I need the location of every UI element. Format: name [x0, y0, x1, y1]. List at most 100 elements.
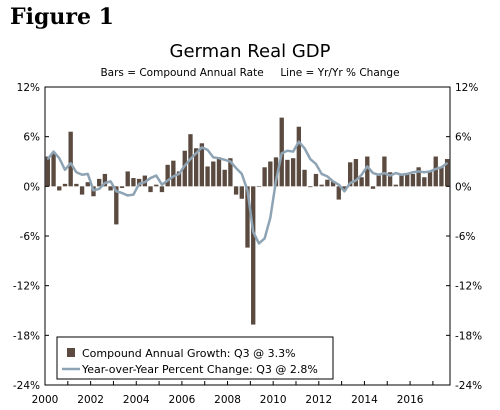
- yoy-point: [189, 158, 192, 160]
- yoy-point: [269, 216, 272, 219]
- yoy-point: [263, 237, 266, 240]
- gdp-bar: [102, 173, 108, 187]
- yoy-point: [434, 168, 437, 170]
- y-tick-label-right: 0%: [455, 181, 472, 193]
- x-tick-label: 2000: [32, 394, 59, 406]
- yoy-point: [64, 168, 66, 171]
- x-tick-label: 2006: [169, 394, 196, 406]
- gdp-bar: [262, 167, 267, 187]
- yoy-point: [201, 146, 203, 149]
- gdp-bar: [74, 183, 79, 187]
- y-tick-label-right: 12%: [455, 82, 478, 94]
- gdp-bar: [353, 159, 359, 187]
- gdp-bar: [222, 169, 227, 187]
- gdp-bar: [51, 153, 56, 187]
- yoy-point: [98, 188, 100, 190]
- yoy-point: [115, 190, 118, 193]
- yoy-point: [252, 231, 254, 233]
- y-tick-label-left: 6%: [23, 132, 40, 144]
- yoy-point: [241, 173, 243, 175]
- x-tick-label: 2014: [351, 394, 378, 406]
- gdp-bar: [171, 160, 176, 187]
- yoy-point: [246, 189, 249, 192]
- gdp-bar: [108, 186, 113, 191]
- yoy-point: [161, 183, 163, 186]
- gdp-bar: [336, 186, 341, 200]
- yoy-point: [337, 183, 340, 186]
- y-tick-label-right: 6%: [455, 132, 472, 144]
- gdp-bar: [233, 186, 239, 195]
- yoy-point: [155, 174, 158, 177]
- yoy-point: [69, 162, 72, 164]
- yoy-point: [121, 192, 123, 194]
- gdp-bar: [365, 156, 370, 187]
- y-tick-label-right: -12%: [455, 281, 482, 293]
- gdp-bar: [330, 181, 336, 187]
- y-tick-label-left: -12%: [13, 281, 40, 293]
- yoy-point: [395, 172, 397, 174]
- gdp-bar: [216, 157, 222, 187]
- yoy-point: [178, 173, 180, 175]
- gdp-bar: [296, 126, 302, 187]
- x-tick-label: 2004: [123, 394, 150, 406]
- gdp-bar: [119, 186, 125, 188]
- yoy-point: [149, 177, 152, 179]
- gdp-bar: [416, 167, 421, 187]
- yoy-point: [349, 182, 351, 184]
- y-tick-label-right: -24%: [455, 380, 482, 392]
- figure-label: Figure 1: [10, 4, 114, 30]
- gdp-bar: [79, 186, 85, 195]
- yoy-point: [218, 157, 220, 159]
- legend-box: [56, 336, 334, 380]
- y-tick-label-left: 12%: [17, 82, 40, 94]
- x-tick-label: 2002: [77, 394, 104, 406]
- yoy-point: [235, 167, 237, 169]
- chart-title: German Real GDP: [170, 41, 331, 62]
- legend-line-label: Year-over-Year Percent Change: Q3 @ 2.8%: [81, 363, 318, 376]
- gdp-bar: [422, 177, 427, 187]
- gdp-bar: [393, 184, 398, 187]
- yoy-point: [109, 180, 112, 183]
- yoy-point: [275, 179, 277, 182]
- yoy-point: [400, 173, 403, 176]
- y-tick-label-right: -6%: [455, 231, 475, 243]
- yoy-point: [372, 172, 374, 174]
- yoy-point: [309, 158, 312, 160]
- yoy-point: [206, 149, 209, 151]
- gdp-bar: [433, 156, 438, 187]
- yoy-point: [81, 173, 83, 176]
- plot-area: [45, 117, 450, 325]
- yoy-point: [92, 189, 95, 192]
- yoy-point: [429, 170, 431, 173]
- legend-bar-label: Compound Annual Growth: Q3 @ 3.3%: [82, 347, 296, 360]
- yoy-point: [292, 150, 294, 153]
- gdp-bar: [68, 131, 73, 187]
- yoy-point: [138, 183, 140, 185]
- yoy-point: [303, 147, 306, 150]
- yoy-point: [195, 152, 197, 155]
- gdp-bar: [444, 159, 450, 187]
- yoy-point: [258, 242, 260, 245]
- gdp-bar: [439, 166, 444, 187]
- yoy-point: [223, 159, 226, 161]
- y-tick-label-right: -18%: [455, 330, 482, 342]
- gdp-bar: [176, 171, 182, 187]
- gdp-bar: [154, 184, 159, 187]
- yoy-point: [446, 162, 448, 164]
- gdp-bar: [131, 178, 136, 187]
- x-tick-label: 2016: [397, 394, 424, 406]
- gdp-bar: [256, 186, 262, 187]
- y-tick-label-left: -18%: [13, 330, 40, 342]
- gdp-bar: [245, 186, 250, 248]
- y-tick-label-left: -6%: [20, 231, 40, 243]
- gdp-bar: [319, 184, 324, 187]
- gdp-bar: [342, 186, 347, 191]
- gdp-bar: [62, 183, 68, 187]
- yoy-point: [104, 182, 106, 184]
- gdp-bar: [302, 169, 307, 187]
- yoy-point: [47, 158, 49, 160]
- yoy-point: [332, 180, 334, 183]
- gdp-bar: [325, 179, 330, 187]
- gdp-bar: [359, 177, 364, 187]
- yoy-point: [315, 163, 317, 165]
